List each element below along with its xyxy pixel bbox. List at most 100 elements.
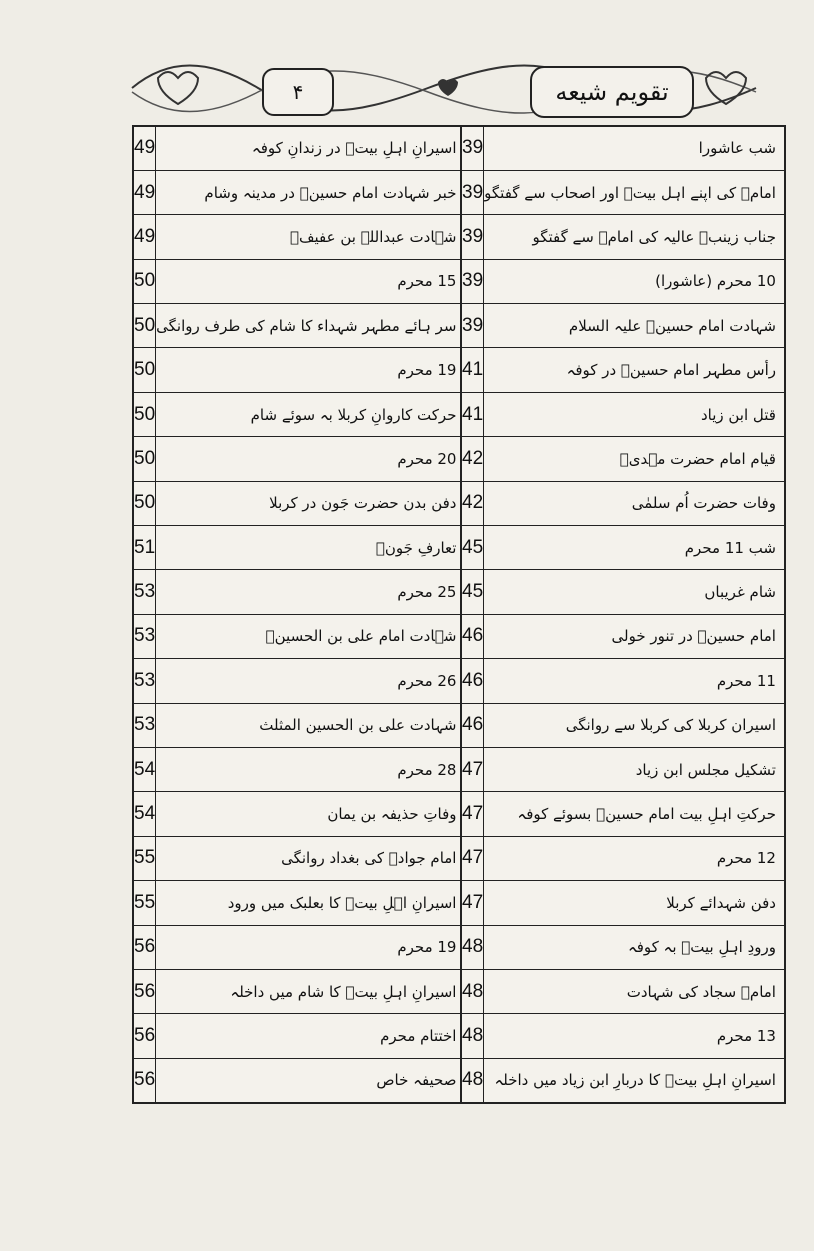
index-row: 41 قتل ابن زیاد bbox=[460, 391, 786, 438]
page-ref: 53 bbox=[132, 658, 157, 704]
index-row: 47 12 محرم bbox=[460, 835, 786, 882]
index-row: 56 اختتام محرم bbox=[132, 1013, 466, 1059]
index-row: 39 امامؑ کی اپنے اہل بیتؑ اور اصحاب سے گف… bbox=[460, 169, 786, 216]
entry-title: امام جوادؑ کی بغداد روانگی bbox=[155, 835, 466, 882]
page-ref: 39 bbox=[460, 303, 485, 349]
entry-title: اسیرانِ اہلِ بیتؑ در زندانِ کوفہ bbox=[155, 125, 466, 171]
entry-title: وفاتِ حذیفہ بن یمان bbox=[155, 791, 466, 837]
page-ref: 56 bbox=[132, 968, 157, 1015]
page-ref: 41 bbox=[460, 347, 485, 393]
page-ref: 47 bbox=[460, 835, 485, 882]
index-table-left: 49 اسیرانِ اہلِ بیتؑ در زندانِ کوفہ 49 خبر … bbox=[132, 125, 467, 1104]
index-row: 50 دفن بدن حضرت جَون در کربلا bbox=[132, 480, 466, 527]
index-row: 51 تعارفِ جَونؓ bbox=[132, 525, 466, 571]
page-ref: 56 bbox=[132, 924, 157, 970]
page-ref: 55 bbox=[132, 835, 157, 882]
index-row: 50 سر ہائے مطہر شہداء کا شام کی طرف روانگ… bbox=[132, 303, 466, 349]
index-row: 50 حرکت کاروانِ کربلا بہ سوئے شام bbox=[132, 391, 466, 438]
entry-title: سر ہائے مطہر شہداء کا شام کی طرف روانگی bbox=[155, 303, 466, 349]
index-row: 54 وفاتِ حذیفہ بن یمان bbox=[132, 791, 466, 837]
entry-title: تعارفِ جَونؓ bbox=[155, 525, 466, 571]
page-ref: 45 bbox=[460, 569, 485, 615]
page-ref: 39 bbox=[460, 169, 485, 216]
index-row: 39 شہادت امام حسینؑ علیہ السلام bbox=[460, 303, 786, 349]
page-ref: 49 bbox=[132, 125, 157, 171]
index-row: 48 اسیرانِ اہلِ بیتؑ کا دربارِ ابن زیاد م… bbox=[460, 1057, 786, 1104]
index-row: 46 امام حسینؑ در تنور خولی bbox=[460, 613, 786, 660]
index-row: 42 قیام امام حضرت مہدیؑ bbox=[460, 436, 786, 482]
page-ref: 49 bbox=[132, 169, 157, 216]
index-row: 53 26 محرم bbox=[132, 658, 466, 704]
index-row: 39 جناب زینبؑ عالیہ کی امامؑ سے گفتگو bbox=[460, 214, 786, 260]
entry-title: 10 محرم (عاشورا) bbox=[483, 258, 786, 305]
page-ref: 47 bbox=[460, 791, 485, 837]
entry-title: خبر شہادت امام حسینؑ در مدینہ وشام bbox=[155, 169, 466, 216]
index-row: 54 28 محرم bbox=[132, 746, 466, 793]
page-ref: 50 bbox=[132, 347, 157, 393]
page-ref: 42 bbox=[460, 480, 485, 527]
page-ref: 55 bbox=[132, 880, 157, 926]
entry-title: 15 محرم bbox=[155, 258, 466, 305]
entry-title: حرکت کاروانِ کربلا بہ سوئے شام bbox=[155, 391, 466, 438]
page-ref: 48 bbox=[460, 968, 485, 1015]
page-ref: 54 bbox=[132, 791, 157, 837]
page-ref: 39 bbox=[460, 258, 485, 305]
page-ref: 48 bbox=[460, 1013, 485, 1059]
page-ref: 41 bbox=[460, 391, 485, 438]
page-ref: 46 bbox=[460, 658, 485, 704]
page-ref: 48 bbox=[460, 924, 485, 970]
index-row: 45 شام غریباں bbox=[460, 569, 786, 615]
page-ref: 56 bbox=[132, 1013, 157, 1059]
entry-title: 12 محرم bbox=[483, 835, 786, 882]
entry-title: 26 محرم bbox=[155, 658, 466, 704]
entry-title: وفات حضرت اُم سلمٰی bbox=[483, 480, 786, 527]
page-ref: 56 bbox=[132, 1057, 157, 1104]
page-ref: 39 bbox=[460, 125, 485, 171]
page-ref: 46 bbox=[460, 613, 485, 660]
page-ref: 45 bbox=[460, 525, 485, 571]
index-row: 48 13 محرم bbox=[460, 1013, 786, 1059]
page-ref: 53 bbox=[132, 613, 157, 660]
page-ref: 49 bbox=[132, 214, 157, 260]
entry-title: اسیرانِ اہلِ بیتؑ کا بعلبک میں ورود bbox=[155, 880, 466, 926]
page-ref: 53 bbox=[132, 569, 157, 615]
entry-title: قیام امام حضرت مہدیؑ bbox=[483, 436, 786, 482]
page-ref: 50 bbox=[132, 436, 157, 482]
entry-title: شہادت امام حسینؑ علیہ السلام bbox=[483, 303, 786, 349]
index-row: 49 اسیرانِ اہلِ بیتؑ در زندانِ کوفہ bbox=[132, 125, 466, 171]
entry-title: قتل ابن زیاد bbox=[483, 391, 786, 438]
entry-title: اختتام محرم bbox=[155, 1013, 466, 1059]
entry-title: شہادت عبداللہ بن عفیفؓ bbox=[155, 214, 466, 260]
index-row: 56 19 محرم bbox=[132, 924, 466, 970]
index-row: 47 دفن شہدائے کربلا bbox=[460, 880, 786, 926]
page-ref: 50 bbox=[132, 258, 157, 305]
index-row: 41 رأس مطہر امام حسینؑ در کوفہ bbox=[460, 347, 786, 393]
entry-title: رأس مطہر امام حسینؑ در کوفہ bbox=[483, 347, 786, 393]
index-row: 53 شہادت امام علی بن الحسینؑ bbox=[132, 613, 466, 660]
page-ref: 50 bbox=[132, 391, 157, 438]
page-ref: 39 bbox=[460, 214, 485, 260]
entry-title: شب عاشورا bbox=[483, 125, 786, 171]
page-number: ۴ bbox=[262, 68, 334, 116]
entry-title: دفن شہدائے کربلا bbox=[483, 880, 786, 926]
index-row: 49 خبر شہادت امام حسینؑ در مدینہ وشام bbox=[132, 169, 466, 216]
entry-title: جناب زینبؑ عالیہ کی امامؑ سے گفتگو bbox=[483, 214, 786, 260]
entry-title: تشکیل مجلس ابن زیاد bbox=[483, 746, 786, 793]
index-row: 48 امامؑ سجاد کی شہادت bbox=[460, 968, 786, 1015]
page-ref: 53 bbox=[132, 702, 157, 748]
entry-title: امام حسینؑ در تنور خولی bbox=[483, 613, 786, 660]
index-row: 53 25 محرم bbox=[132, 569, 466, 615]
page-ref: 48 bbox=[460, 1057, 485, 1104]
page-ref: 50 bbox=[132, 480, 157, 527]
entry-title: شہادت امام علی بن الحسینؑ bbox=[155, 613, 466, 660]
page-ref: 46 bbox=[460, 702, 485, 748]
index-row: 56 اسیرانِ اہلِ بیتؑ کا شام میں داخلہ bbox=[132, 968, 466, 1015]
page-ref: 47 bbox=[460, 746, 485, 793]
index-row: 47 تشکیل مجلس ابن زیاد bbox=[460, 746, 786, 793]
entry-title: 13 محرم bbox=[483, 1013, 786, 1059]
entry-title: اسیران کربلا کی کربلا سے روانگی bbox=[483, 702, 786, 748]
page-ref: 47 bbox=[460, 880, 485, 926]
entry-title: 11 محرم bbox=[483, 658, 786, 704]
entry-title: ورودِ اہلِ بیتؑ بہ کوفہ bbox=[483, 924, 786, 970]
